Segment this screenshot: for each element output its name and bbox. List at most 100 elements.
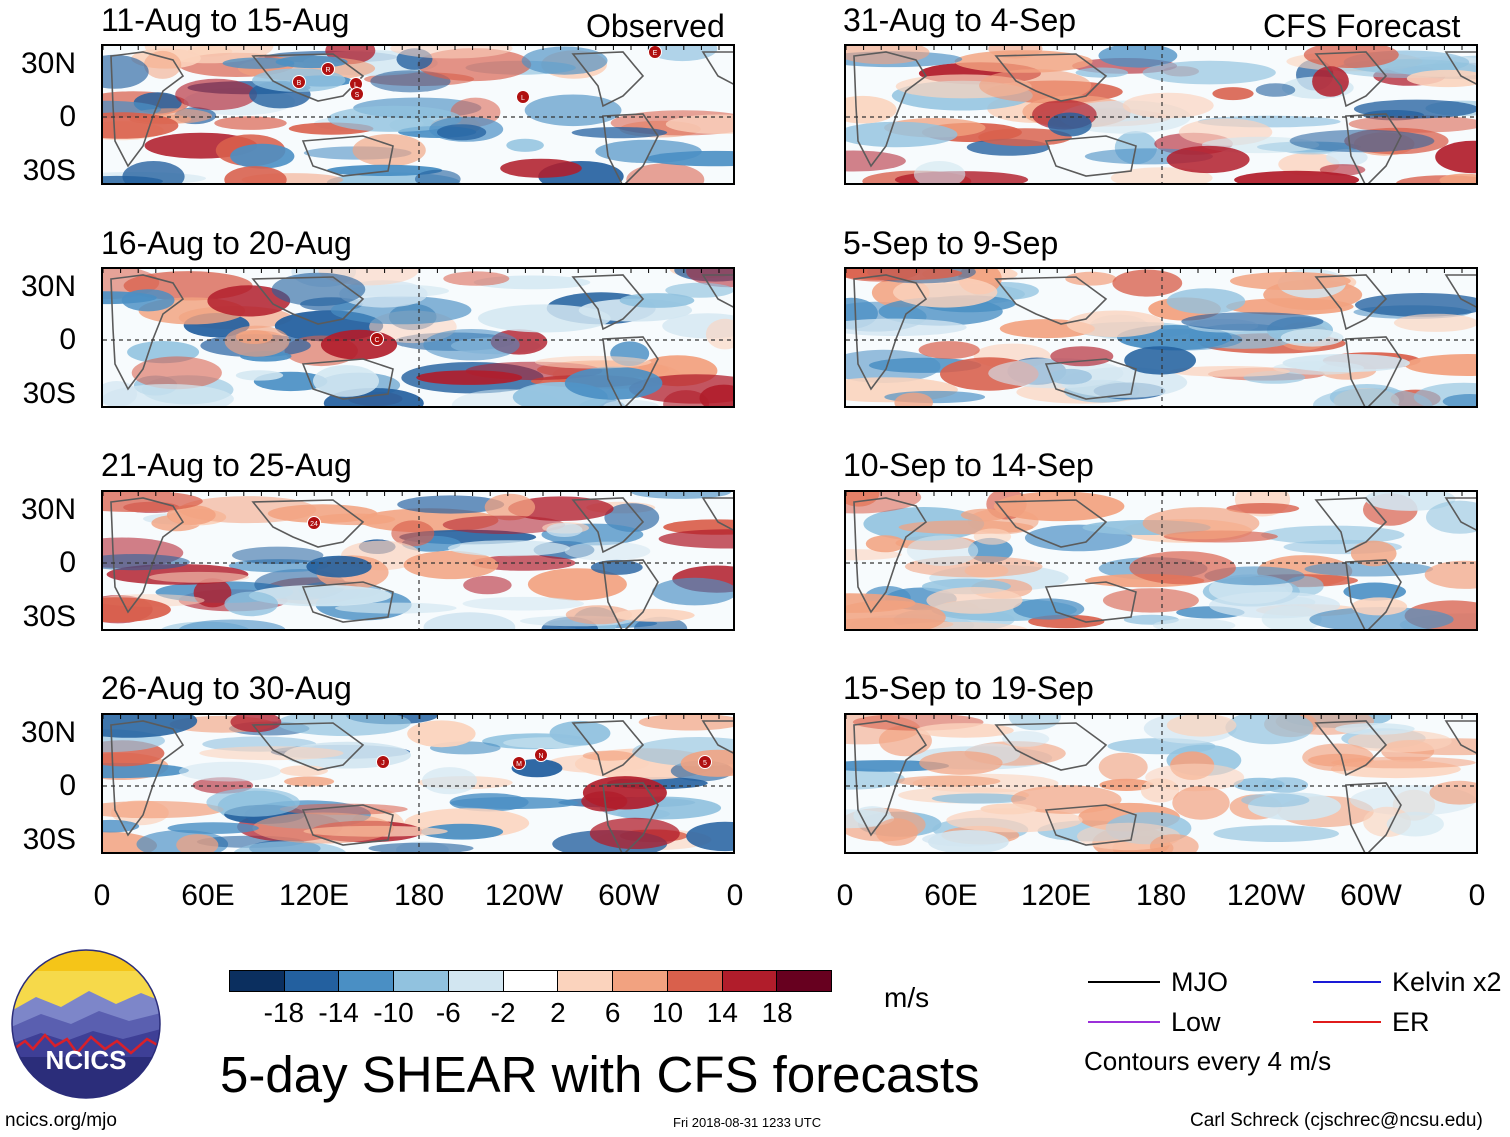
- shear-blob: [397, 495, 505, 514]
- shear-blob: [1289, 129, 1435, 153]
- lat-label-30s: 30S: [22, 154, 76, 187]
- shear-blob: [582, 776, 667, 810]
- coastline: [571, 51, 645, 108]
- shear-blob: [103, 597, 171, 623]
- lat-label-eq: 0: [59, 323, 76, 356]
- storm-marker: E: [648, 46, 662, 59]
- shear-blob: [931, 793, 1027, 804]
- shear-blob: [1280, 329, 1344, 347]
- shear-blob: [631, 492, 731, 499]
- observed-label: Observed: [586, 8, 725, 44]
- shear-blob: [326, 164, 443, 176]
- map-panel-fc-3: [844, 490, 1478, 631]
- coastline: [301, 358, 394, 400]
- shear-blob: [423, 612, 516, 629]
- shear-blob: [603, 399, 659, 406]
- shear-blob: [521, 46, 608, 75]
- shear-blob: [973, 528, 1012, 545]
- shear-blob: [232, 546, 324, 564]
- shear-blob: [1261, 605, 1322, 629]
- coastline: [110, 720, 185, 837]
- lat-label-eq: 0: [59, 769, 76, 802]
- shear-blob: [1262, 777, 1309, 793]
- map-panel-fc-2: [844, 267, 1478, 408]
- shear-blob: [103, 554, 190, 571]
- coastline: [1444, 720, 1476, 754]
- shear-blob: [590, 559, 643, 575]
- shear-blob: [1319, 164, 1366, 176]
- legend-line-low: [1088, 1021, 1160, 1023]
- footer-timestamp: Fri 2018-08-31 1233 UTC: [673, 1115, 822, 1130]
- coastline: [110, 274, 185, 391]
- shear-blob: [846, 600, 946, 629]
- coastline: [1345, 782, 1402, 852]
- colorbar-tick-label: -14: [318, 997, 359, 1028]
- shear-blob: [1393, 313, 1476, 332]
- shear-blob: [1348, 730, 1452, 753]
- shear-blob: [1343, 582, 1406, 601]
- shear-blob: [926, 587, 1023, 614]
- panel-title-fc-2: 5-Sep to 9-Sep: [843, 225, 1059, 261]
- storm-marker: S: [350, 87, 364, 101]
- shear-blob: [1351, 597, 1408, 616]
- shear-blob: [1129, 551, 1236, 585]
- shear-blob: [846, 492, 922, 514]
- shear-blob: [913, 161, 966, 183]
- shear-blob: [1335, 723, 1415, 735]
- shear-blob: [484, 493, 536, 521]
- coastline: [1345, 336, 1402, 406]
- shear-blob: [980, 803, 1037, 815]
- main-title: 5-day SHEAR with CFS forecasts: [220, 1046, 980, 1103]
- shear-blob: [1140, 778, 1180, 803]
- shear-blob: [846, 95, 897, 124]
- lat-label-30s: 30S: [22, 377, 76, 410]
- lon-label-obs-0-end: 0: [726, 879, 744, 912]
- storm-marker-label: J: [381, 760, 385, 767]
- shear-field: C: [103, 269, 733, 406]
- colorbar-tick-label: 18: [761, 997, 793, 1028]
- shear-blob: [103, 54, 149, 89]
- lat-label-eq: 0: [59, 546, 76, 579]
- shear-blob: [500, 158, 582, 178]
- colorbar-tick-label: 10: [651, 997, 684, 1028]
- coastline: [251, 53, 365, 102]
- lon-label-fc-120w: 120W: [1226, 879, 1306, 912]
- shear-blob: [103, 492, 203, 512]
- shear-blob: [527, 568, 627, 601]
- shear-blob: [277, 715, 411, 736]
- shear-blob: [103, 801, 224, 819]
- footer-url[interactable]: ncics.org/mjo: [5, 1110, 117, 1131]
- coastline: [1444, 274, 1476, 308]
- shear-blob: [1255, 83, 1296, 97]
- shear-blob: [658, 529, 733, 549]
- shear-blob: [391, 520, 435, 547]
- shear-blob: [248, 584, 392, 607]
- shear-blob: [652, 577, 733, 606]
- colorbar-tick-label: 2: [550, 997, 566, 1028]
- shear-blob: [252, 812, 394, 844]
- colorbar-cell: [448, 971, 504, 991]
- shear-blob: [1153, 618, 1236, 629]
- shear-blob: [894, 392, 933, 406]
- colorbar-tick-label: -18: [263, 997, 305, 1028]
- shear-blob: [103, 175, 163, 183]
- shear-blob: [895, 775, 1001, 787]
- lat-label-30n: 30N: [20, 493, 76, 526]
- coastline: [701, 497, 733, 531]
- shear-blob: [1142, 507, 1260, 540]
- shear-blob: [846, 269, 963, 281]
- shear-field: [846, 46, 1476, 183]
- shear-blob: [524, 94, 622, 127]
- lat-label-30s: 30S: [22, 600, 76, 633]
- shear-blob: [589, 817, 680, 849]
- shear-blob: [403, 550, 499, 580]
- shear-blob: [143, 50, 182, 79]
- map-panel-obs-2: C: [101, 267, 735, 408]
- lon-label-fc-120e: 120E: [1020, 879, 1092, 912]
- shear-blob: [280, 765, 328, 777]
- shear-blob: [506, 138, 544, 152]
- coastline: [701, 51, 733, 85]
- shear-blob: [103, 715, 198, 738]
- coastline: [1314, 720, 1388, 777]
- coastline: [251, 499, 365, 548]
